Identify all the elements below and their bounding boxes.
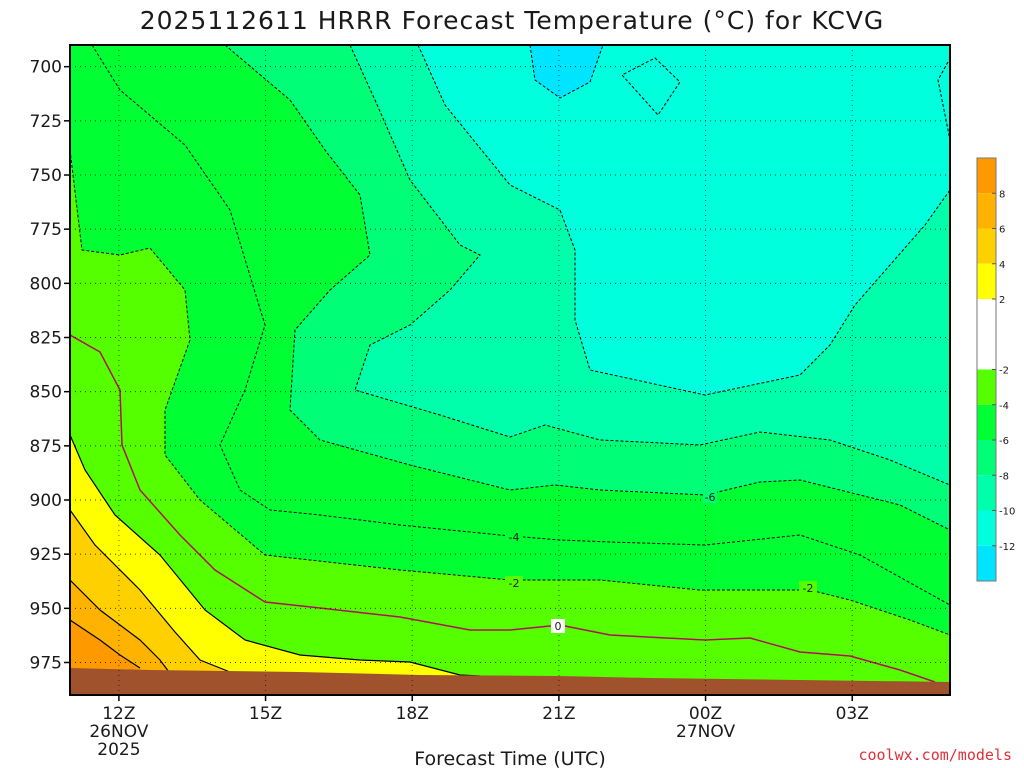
credit-text: coolwx.com/models — [858, 746, 1012, 764]
contour-minus-10-b — [937, 61, 950, 141]
x-axis-label: Forecast Time (UTC) — [414, 748, 605, 768]
y-tick-label: 900 — [30, 491, 62, 511]
ground — [70, 668, 950, 695]
contour-plus-6 — [70, 579, 176, 681]
plot-frame — [69, 44, 951, 696]
y-tick-label: 825 — [30, 329, 62, 349]
contour-label-2: -4 — [509, 531, 520, 544]
x-tick-label: 03Z — [836, 704, 869, 724]
y-tick-label: 975 — [30, 654, 62, 674]
colorbar-bin — [977, 510, 996, 546]
contour-label-4: 0 — [555, 620, 562, 633]
colorbar-bin — [977, 158, 996, 194]
x-tick-label: 18Z — [396, 704, 429, 724]
band-minus-4 — [70, 45, 950, 695]
x-tick-label: 12Z — [102, 704, 135, 724]
colorbar-tick-label: -6 — [999, 436, 1009, 447]
y-tick-label: 800 — [30, 274, 62, 294]
grid — [70, 45, 950, 695]
y-axis: 700 725 750 775 800 825 850 875 900 925 950 975 — [30, 58, 70, 674]
y-tick-label: 725 — [30, 112, 62, 132]
x-tick-label: 21Z — [542, 704, 575, 724]
x-tick-label: 00Z — [689, 704, 722, 724]
contour-minus-12-b — [621, 57, 681, 116]
plot-area — [70, 45, 950, 695]
colorbar-bin — [977, 263, 996, 299]
contour-minus-12-a — [529, 45, 604, 99]
freezing-line — [70, 334, 936, 683]
y-tick-label: 950 — [30, 599, 62, 619]
contour-minus-8 — [349, 45, 950, 486]
contour-labels: -6 -4 -2 0 -2 — [505, 489, 817, 633]
y-tick-label: 775 — [30, 220, 62, 240]
contour-label-3: -2 — [509, 577, 520, 590]
y-tick-label: 875 — [30, 437, 62, 457]
colorbar-tick-label: -8 — [999, 471, 1009, 482]
colorbar-bin — [977, 475, 996, 511]
contour-label-5: -2 — [803, 582, 814, 595]
x-tick-date: 26NOV — [89, 722, 148, 742]
colorbar-tick-label: -12 — [999, 542, 1015, 553]
contour-label-1: -6 — [705, 491, 716, 504]
x-tick-year: 2025 — [97, 740, 140, 760]
colorbar-bin — [977, 440, 996, 476]
colorbar-bin — [977, 299, 996, 370]
y-tick-label: 750 — [30, 166, 62, 186]
colorbar-bin — [977, 193, 996, 229]
contour-plus-8 — [70, 619, 141, 669]
colorbar-tick-label: 4 — [999, 260, 1005, 271]
chart-title: 2025112611 HRRR Forecast Temperature (°C… — [140, 6, 885, 35]
x-tick-label: 15Z — [249, 704, 282, 724]
colorbar-tick-label: -4 — [999, 401, 1009, 412]
colorbar-tick-label: -2 — [999, 366, 1009, 377]
y-tick-label: 850 — [30, 383, 62, 403]
contour-minus-2 — [91, 45, 950, 606]
x-tick-date: 27NOV — [676, 722, 735, 742]
colorbar-tick-label: -10 — [999, 507, 1015, 518]
colorbar-tick-label: 6 — [999, 225, 1005, 236]
colorbar-bin — [977, 404, 996, 440]
colorbar-bin — [977, 369, 996, 405]
colorbar-tick-label: 2 — [999, 295, 1005, 306]
y-tick-label: 700 — [30, 58, 62, 78]
y-tick-label: 925 — [30, 545, 62, 565]
colorbar-tick-label: 8 — [999, 189, 1005, 200]
colorbar-bin — [977, 545, 996, 581]
colorbar-bin — [977, 228, 996, 264]
colorbar: 8 6 4 2 -2 -4 -6 -8 -10 -12 — [976, 157, 1015, 582]
